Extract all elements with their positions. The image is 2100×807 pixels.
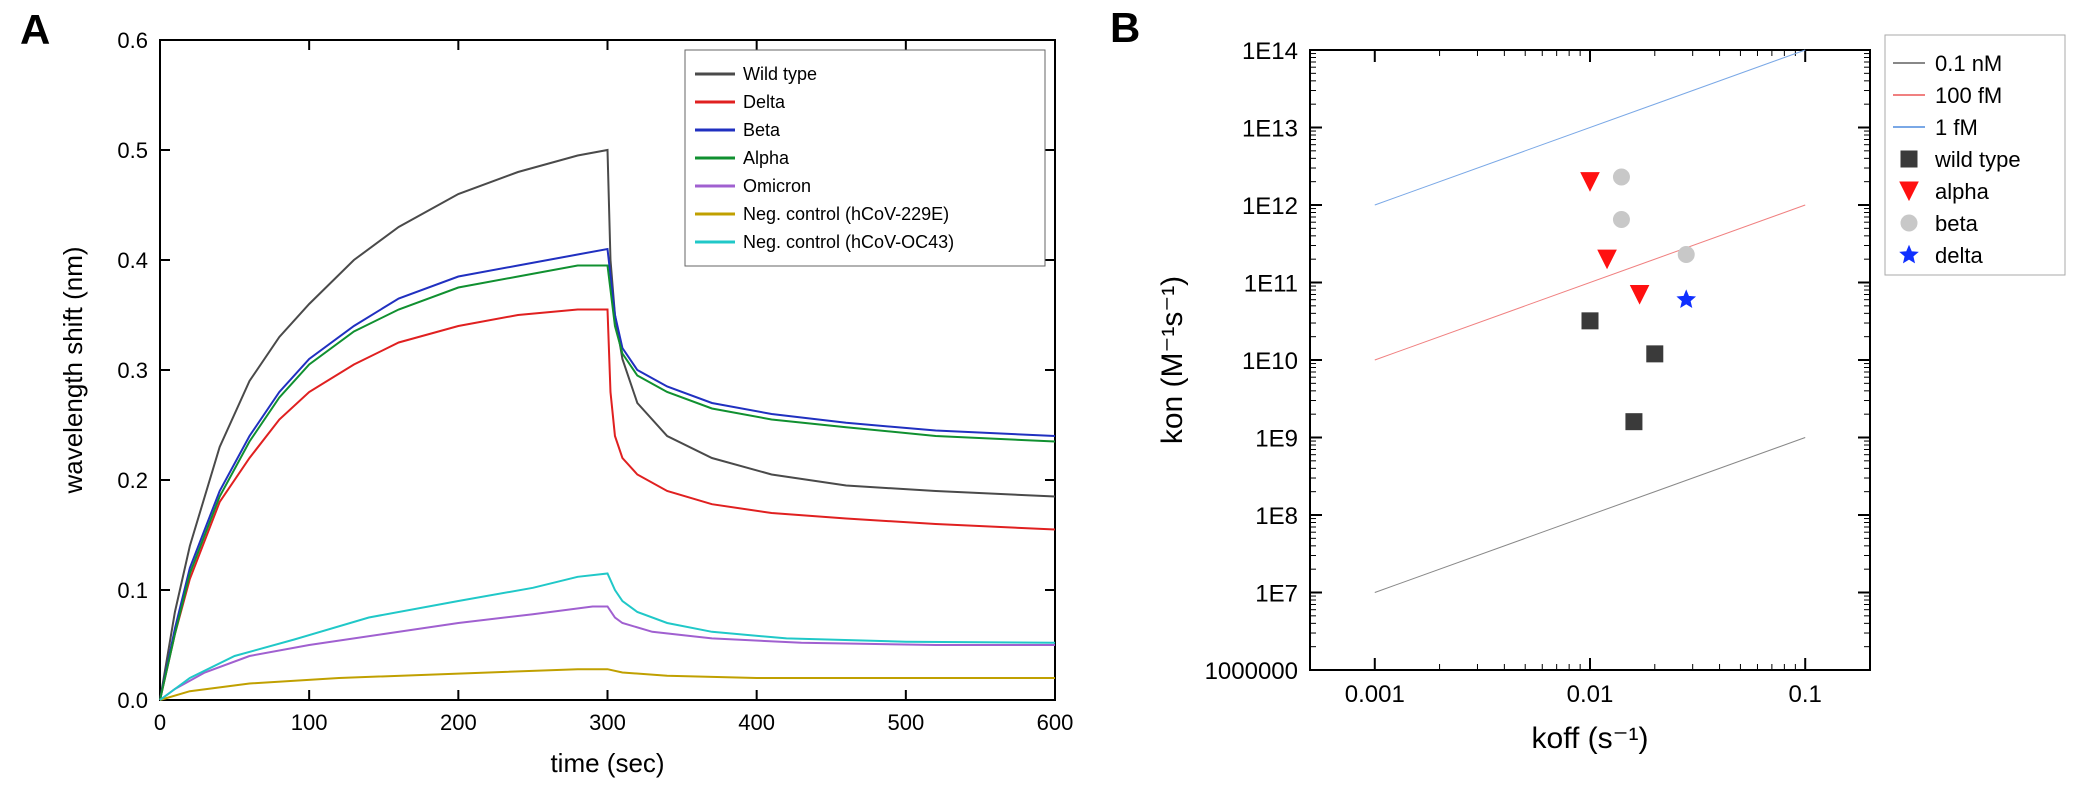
svg-text:400: 400 [738,710,775,735]
svg-text:Omicron: Omicron [743,176,811,196]
svg-text:600: 600 [1037,710,1074,735]
chart-b: 1000000 1E7 1E8 1E9 1E10 1E11 1E12 1E13 1E14 0.00… [1140,10,2080,800]
svg-text:time (sec): time (sec) [550,748,664,778]
svg-text:500: 500 [887,710,924,735]
svg-text:koff (s⁻¹): koff (s⁻¹) [1532,722,1649,755]
svg-text:delta: delta [1935,243,1983,268]
svg-text:100: 100 [291,710,328,735]
svg-text:0.6: 0.6 [117,28,148,53]
svg-text:0.5: 0.5 [117,138,148,163]
svg-text:1E7: 1E7 [1255,581,1298,608]
svg-text:1 fM: 1 fM [1935,115,1978,140]
svg-text:200: 200 [440,710,477,735]
svg-text:wild type: wild type [1934,147,2021,172]
svg-text:0.4: 0.4 [117,248,148,273]
svg-text:1E10: 1E10 [1242,348,1298,375]
svg-text:1000000: 1000000 [1205,658,1298,685]
svg-text:beta: beta [1935,211,1979,236]
svg-text:0.0: 0.0 [117,688,148,713]
svg-text:Neg. control (hCoV-OC43): Neg. control (hCoV-OC43) [743,232,954,252]
svg-text:0.1: 0.1 [117,578,148,603]
svg-text:1E12: 1E12 [1242,193,1298,220]
svg-text:Wild type: Wild type [743,64,817,84]
svg-text:alpha: alpha [1935,179,1990,204]
svg-text:0.3: 0.3 [117,358,148,383]
svg-text:300: 300 [589,710,626,735]
svg-text:wavelength shift (nm): wavelength shift (nm) [58,246,88,494]
svg-text:Neg. control (hCoV-229E): Neg. control (hCoV-229E) [743,204,949,224]
svg-text:0.1: 0.1 [1789,681,1822,708]
svg-text:0.1 nM: 0.1 nM [1935,51,2002,76]
svg-text:0.01: 0.01 [1567,681,1614,708]
svg-text:1E14: 1E14 [1242,38,1298,65]
svg-text:1E11: 1E11 [1244,271,1298,298]
svg-text:1E9: 1E9 [1255,426,1298,453]
svg-text:0.2: 0.2 [117,468,148,493]
svg-text:1E13: 1E13 [1242,116,1298,143]
svg-text:kon (M⁻¹s⁻¹): kon (M⁻¹s⁻¹) [1156,276,1189,444]
svg-text:Delta: Delta [743,92,786,112]
panel-label-b: B [1110,4,1140,52]
svg-text:100 fM: 100 fM [1935,83,2002,108]
svg-text:0: 0 [154,710,166,735]
chart-a: 0 100 200 300 400 500 600 0.0 0.1 0.2 0.3 0.4 0.5 0.6… [40,10,1080,800]
svg-text:0.001: 0.001 [1345,681,1405,708]
svg-text:Beta: Beta [743,120,781,140]
svg-text:Alpha: Alpha [743,148,790,168]
svg-text:1E8: 1E8 [1255,503,1298,530]
